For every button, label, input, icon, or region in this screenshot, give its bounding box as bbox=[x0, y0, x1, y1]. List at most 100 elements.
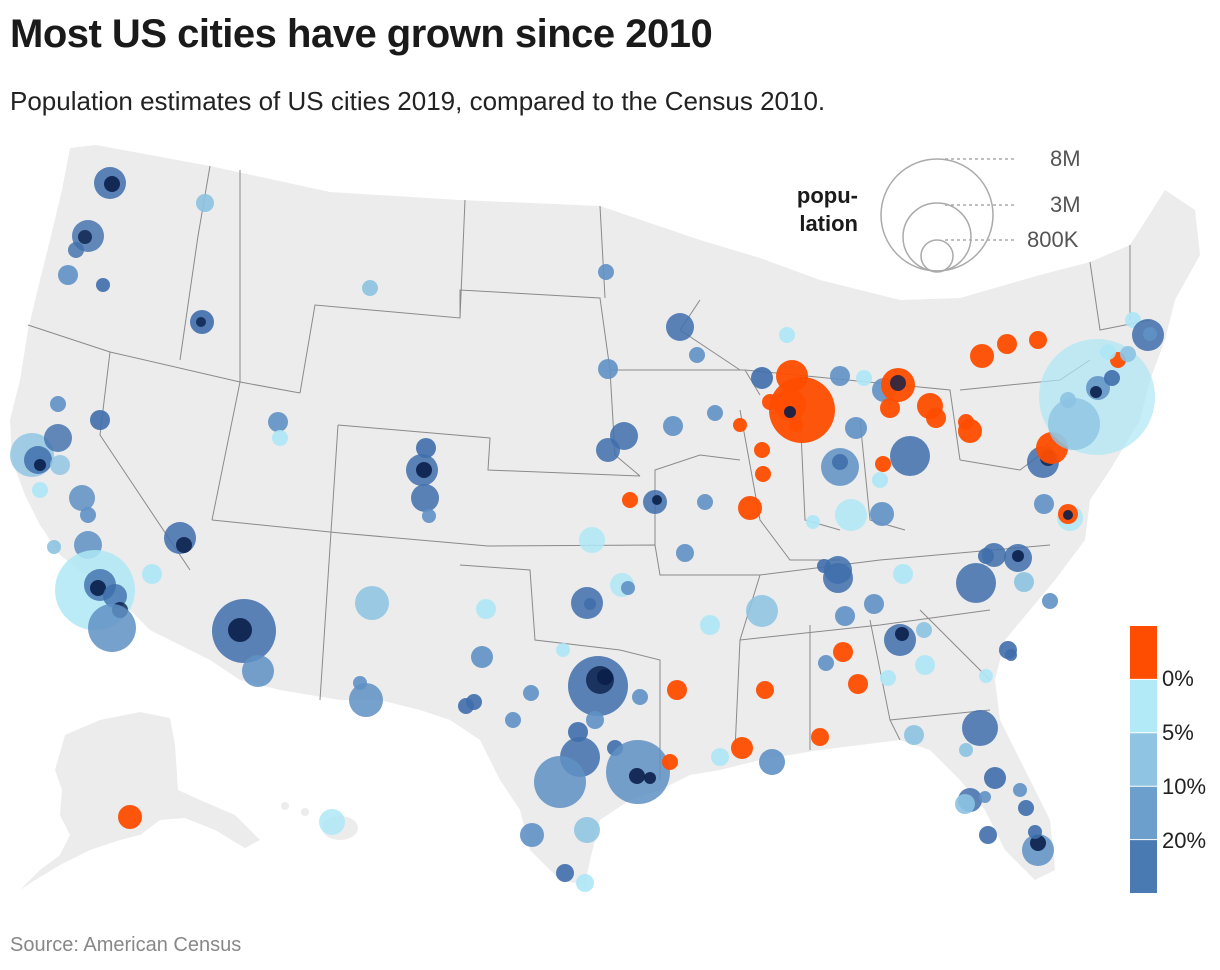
city-circle-growing bbox=[1034, 494, 1054, 514]
color-legend-label-5: 5% bbox=[1162, 720, 1194, 745]
city-circle-growing bbox=[697, 494, 713, 510]
city-circle-growing bbox=[955, 794, 975, 814]
city-circle-growing bbox=[1090, 386, 1102, 398]
city-circle-growing bbox=[598, 264, 614, 280]
city-circle-growing bbox=[579, 527, 605, 553]
city-circle-growing bbox=[576, 874, 594, 892]
city-circle-growing bbox=[872, 472, 888, 488]
city-circle-growing bbox=[707, 405, 723, 421]
city-circle-growing bbox=[1104, 370, 1120, 386]
city-circle-shrinking bbox=[789, 418, 803, 432]
city-circle-growing bbox=[50, 396, 66, 412]
city-circle-growing bbox=[47, 540, 61, 554]
city-circle-growing bbox=[700, 615, 720, 635]
alaska-shape bbox=[20, 712, 260, 890]
city-circle-growing bbox=[505, 712, 521, 728]
size-legend-circle-3m bbox=[902, 202, 972, 272]
state-border bbox=[27, 324, 301, 394]
city-circle-growing bbox=[1143, 327, 1157, 341]
hawaii-island bbox=[281, 802, 289, 810]
city-circle-shrinking bbox=[774, 389, 806, 421]
size-legend-title-line1: popu- bbox=[796, 183, 858, 208]
city-circle-growing bbox=[1100, 344, 1116, 360]
state-border bbox=[859, 419, 906, 531]
city-circle-growing bbox=[556, 643, 570, 657]
city-circle-growing bbox=[711, 748, 729, 766]
size-legend-title: popu- lation bbox=[778, 182, 858, 238]
city-circle-growing bbox=[689, 347, 705, 363]
city-circle-growing bbox=[784, 406, 796, 418]
state-border bbox=[799, 409, 841, 531]
size-legend-label-8m: 8M bbox=[1050, 146, 1081, 171]
city-circle-shrinking bbox=[848, 674, 868, 694]
city-circle-growing bbox=[1013, 783, 1027, 797]
city-circle-growing bbox=[90, 410, 110, 430]
city-circle-growing bbox=[1014, 572, 1034, 592]
city-circle-shrinking bbox=[731, 737, 753, 759]
city-circle-growing bbox=[893, 564, 913, 584]
city-circle-shrinking bbox=[738, 496, 762, 520]
city-circle-shrinking bbox=[622, 492, 638, 508]
color-legend-label-20: 20% bbox=[1162, 828, 1207, 853]
city-circle-shrinking bbox=[970, 344, 994, 368]
city-circle-shrinking bbox=[762, 394, 778, 410]
city-circle-shrinking bbox=[756, 681, 774, 699]
city-circle-growing bbox=[644, 772, 656, 784]
city-circle-shrinking bbox=[755, 466, 771, 482]
state-border bbox=[319, 424, 339, 701]
city-circle-growing bbox=[598, 359, 618, 379]
city-circle-growing bbox=[534, 756, 586, 808]
city-circle-growing bbox=[196, 194, 214, 212]
city-circle-growing bbox=[584, 598, 596, 610]
state-border bbox=[337, 424, 641, 477]
state-border bbox=[734, 639, 741, 751]
city-circle-growing bbox=[629, 768, 645, 784]
city-circle-growing bbox=[68, 242, 84, 258]
city-circle-growing bbox=[890, 436, 930, 476]
city-circle-growing bbox=[956, 563, 996, 603]
city-circle-growing bbox=[1005, 649, 1017, 661]
city-circle-growing bbox=[979, 791, 991, 803]
color-legend-label-10: 10% bbox=[1162, 774, 1207, 799]
city-circle-growing bbox=[818, 655, 834, 671]
city-circle-growing bbox=[962, 710, 998, 746]
city-circle-growing bbox=[411, 484, 439, 512]
city-circle-growing bbox=[50, 455, 70, 475]
chart-title: Most US cities have grown since 2010 bbox=[10, 12, 713, 56]
city-circle-growing bbox=[663, 416, 683, 436]
city-circle-shrinking bbox=[875, 456, 891, 472]
city-circle-growing bbox=[44, 424, 72, 452]
city-circle-growing bbox=[652, 495, 662, 505]
city-circle-growing bbox=[90, 580, 106, 596]
state-border bbox=[739, 409, 840, 561]
city-circle-growing bbox=[666, 313, 694, 341]
city-circle-growing bbox=[272, 430, 288, 446]
city-circle-growing bbox=[959, 743, 973, 757]
color-legend-swatch bbox=[1130, 839, 1157, 893]
city-circle-growing bbox=[58, 265, 78, 285]
land-layer bbox=[10, 145, 1200, 890]
city-circle-growing bbox=[104, 176, 120, 192]
size-legend-label-800k: 800K bbox=[1027, 227, 1079, 252]
city-circle-growing bbox=[845, 417, 867, 439]
size-legend-title-line2: lation bbox=[799, 211, 858, 236]
city-circle-growing bbox=[982, 543, 1006, 567]
city-circle-growing bbox=[520, 823, 544, 847]
city-circle-shrinking bbox=[833, 642, 853, 662]
state-border bbox=[919, 609, 991, 681]
city-circle-growing bbox=[416, 462, 432, 478]
city-circle-growing bbox=[817, 559, 831, 573]
city-circle-growing bbox=[596, 438, 620, 462]
city-circle-growing bbox=[832, 454, 848, 470]
city-circle-growing bbox=[1042, 593, 1058, 609]
city-circle-growing bbox=[759, 749, 785, 775]
city-circle-growing bbox=[319, 809, 345, 835]
color-legend-label-0: 0% bbox=[1162, 666, 1194, 691]
city-circle-shrinking bbox=[880, 398, 900, 418]
city-circle-growing bbox=[355, 586, 389, 620]
city-circle-growing bbox=[556, 864, 574, 882]
state-border bbox=[744, 369, 961, 461]
city-circle-growing bbox=[476, 599, 496, 619]
state-borders bbox=[27, 165, 1151, 780]
city-circle-growing bbox=[632, 689, 648, 705]
